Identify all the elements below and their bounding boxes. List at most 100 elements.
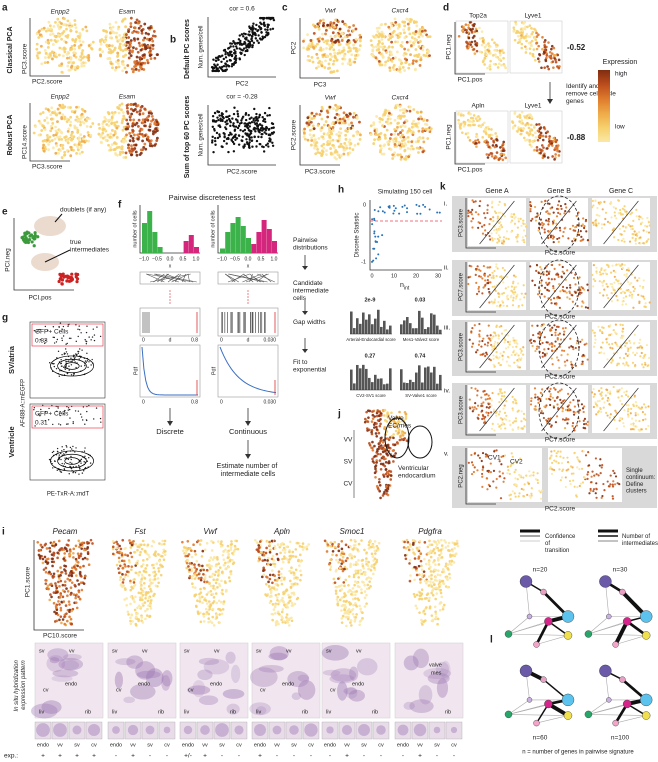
cell-point: [359, 40, 362, 43]
cell-point: [615, 295, 617, 297]
cell-point: [421, 147, 424, 150]
cell-point: [234, 43, 236, 45]
cell-point: [643, 298, 645, 300]
cell-point: [582, 238, 584, 240]
cell-point: [648, 357, 650, 359]
cell-point: [382, 56, 385, 59]
label: PC3: [314, 82, 327, 89]
cell-point: [513, 342, 515, 344]
cell-point: [533, 125, 536, 128]
cell-point: [212, 70, 214, 72]
cell-point: [529, 47, 532, 50]
cell-point: [266, 114, 268, 116]
hist-bar: [368, 314, 371, 334]
cell-point: [530, 124, 533, 127]
cell-point: [324, 59, 327, 62]
cell-point: [541, 227, 543, 229]
event: [100, 336, 101, 337]
cell-point: [223, 135, 225, 137]
cell-point: [398, 411, 401, 414]
event: [63, 453, 64, 454]
cell-point: [75, 26, 78, 29]
cell-point: [374, 476, 377, 479]
cell-point: [546, 54, 549, 57]
cell-point: [151, 145, 154, 148]
cell-point: [241, 33, 243, 35]
cell-point: [537, 57, 540, 60]
cell-point: [255, 113, 257, 115]
cell-point: [624, 292, 626, 294]
cell-point: [536, 149, 539, 152]
cell-point: [392, 31, 395, 34]
cell-point: [97, 133, 100, 136]
cell-point: [368, 410, 371, 413]
cell-point: [569, 228, 571, 230]
label: cor = 0.6: [229, 6, 255, 13]
cell-point: [465, 29, 468, 32]
cell-point: [634, 354, 636, 356]
cell-point: [576, 340, 578, 342]
label: Vwf: [325, 8, 337, 15]
cell-point: [523, 229, 525, 231]
cell-point: [558, 67, 561, 70]
cell-point: [525, 235, 527, 237]
cell-point: [511, 120, 514, 123]
cell-point: [630, 228, 632, 230]
cell-point: [491, 152, 494, 155]
cell-point: [254, 136, 256, 138]
label: PC1.pos: [458, 167, 484, 174]
cell-point: [420, 111, 423, 114]
cell-point: [323, 124, 326, 127]
cell-point: [77, 66, 80, 69]
sim-point: [418, 205, 420, 207]
cell-point: [625, 361, 627, 363]
cell-point: [352, 134, 355, 137]
panel-letter: g: [2, 313, 8, 324]
cell-point: [481, 123, 484, 126]
label: CV2-SV1 score: [356, 393, 386, 398]
sim-point: [377, 210, 379, 212]
label: Estimate number of intermediate cells: [217, 463, 280, 478]
cell-point: [557, 144, 560, 147]
hist-bar: [267, 229, 272, 253]
cell-point: [392, 449, 395, 452]
cell-point: [538, 272, 540, 274]
cell-point: [329, 58, 332, 61]
cell-point: [477, 139, 480, 142]
cell-point: [517, 35, 520, 38]
label: 0.5: [180, 256, 187, 262]
cell-point: [621, 337, 623, 339]
cell-point: [60, 117, 63, 120]
cell-point: [594, 280, 596, 282]
cell-point: [382, 48, 385, 51]
cell-point: [264, 128, 266, 130]
cell-point: [309, 45, 312, 48]
cell-point: [242, 35, 244, 37]
cell-point: [114, 69, 117, 72]
panel-letter: d: [443, 3, 449, 14]
cell-point: [117, 62, 120, 65]
halo: [34, 216, 66, 236]
event: [64, 457, 65, 458]
cell-point: [498, 234, 500, 236]
cell-point: [489, 266, 491, 268]
cell-point: [84, 110, 87, 113]
cell-point: [390, 411, 393, 414]
cell-point: [427, 49, 430, 52]
cell-point: [495, 156, 498, 159]
label: high: [615, 71, 628, 78]
cell-point: [383, 475, 386, 478]
cell-point: [338, 122, 341, 125]
cell-point: [517, 234, 519, 236]
cell-point: [499, 326, 501, 328]
cell-point: [513, 213, 515, 215]
cell-point: [335, 24, 338, 27]
cell-point: [587, 307, 589, 309]
cell-point: [336, 105, 339, 108]
cell-point: [137, 125, 140, 128]
cell-point: [469, 139, 472, 142]
cell-point: [492, 335, 494, 337]
cell-point: [64, 23, 67, 26]
label-line: Pairwise: [293, 237, 319, 244]
cell-point: [60, 22, 63, 25]
